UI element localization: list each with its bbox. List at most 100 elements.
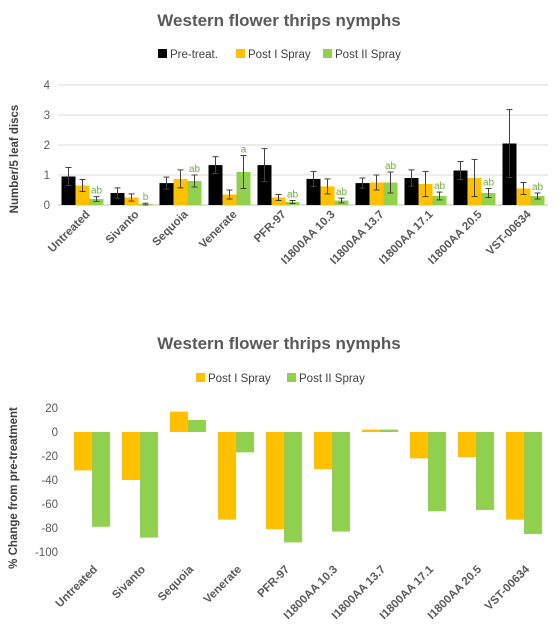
bar-pre-treat-untreated: [61, 176, 76, 205]
bar-post-i-spray-untreated: [74, 432, 92, 471]
bar-post-ii-spray-sivanto: [140, 432, 158, 538]
x-tick-label-pfr-97: PFR-97: [256, 564, 293, 601]
chart-2-bars: [74, 411, 542, 543]
bar-post-ii-spray-i1800aa-13-7: [383, 182, 398, 205]
chart-1-significance-letters: ab b ab a ab ab ab ab ab ab: [91, 145, 544, 204]
legend-swatch-post-1: [236, 49, 245, 58]
legend-label-post-1: Post I Spray: [208, 373, 271, 385]
bar-post-ii-spray-pfr-97: [284, 432, 302, 543]
chart-2-y-axis-title: % Change from pre-treatment: [8, 407, 20, 569]
chart-2-legend: Post I Spray Post II Spray: [196, 373, 365, 385]
bar-pre-treat-i1800aa-20-5: [453, 170, 468, 205]
bar-post-i-spray-i1800aa-13-7: [362, 429, 380, 432]
significance-letter-i1800aa-13-7: ab: [385, 161, 397, 172]
significance-letter-pfr-97: ab: [287, 190, 299, 201]
x-tick-label-venerate: Venerate: [202, 564, 244, 606]
significance-letter-untreated: ab: [91, 186, 103, 197]
bar-post-i-spray-sequoia: [170, 411, 188, 432]
bar-post-i-spray-vst-00634: [516, 188, 531, 205]
bar-post-i-spray-i1800aa-10-3: [314, 432, 332, 470]
bar-pre-treat-sivanto: [110, 193, 125, 205]
bar-pre-treat-i1800aa-17-1: [404, 178, 419, 205]
significance-letter-i1800aa-10-3: ab: [336, 187, 348, 198]
chart-1-y-axis-title: Number/5 leaf discs: [9, 105, 21, 214]
x-tick-label-vst-00634: VST-00634: [484, 208, 534, 258]
bar-post-ii-spray-i1800aa-20-5: [481, 193, 496, 205]
bar-pre-treat-i1800aa-13-7: [355, 183, 370, 205]
chart-1-category-labels: Untreated Sivanto Sequoia Venerate PFR-97I18…: [46, 208, 534, 267]
x-tick-label-sequoia: Sequoia: [151, 208, 192, 249]
bar-post-ii-spray-i1800aa-17-1: [432, 196, 447, 205]
x-tick-label-pfr-97: PFR-97: [252, 209, 289, 246]
bar-post-i-spray-venerate: [222, 194, 237, 205]
bar-post-i-spray-vst-00634: [506, 432, 524, 520]
significance-letter-i1800aa-17-1: ab: [434, 181, 446, 192]
y-tick-label: -60: [41, 499, 58, 511]
bar-post-ii-spray-sequoia: [187, 181, 202, 205]
significance-letter-i1800aa-20-5: ab: [483, 178, 495, 189]
y-tick-label: 0: [52, 427, 58, 439]
bar-post-ii-spray-i1800aa-13-7: [380, 429, 398, 432]
bar-post-i-spray-pfr-97: [271, 197, 286, 205]
y-tick-label: 2: [44, 140, 50, 152]
bar-post-ii-spray-vst-00634: [524, 432, 542, 534]
bar-post-ii-spray-vst-00634: [530, 196, 545, 205]
y-tick-label: 4: [44, 80, 51, 92]
y-tick-label: 1: [44, 170, 50, 182]
bar-post-i-spray-i1800aa-13-7: [369, 182, 384, 205]
x-tick-label-vst-00634: VST-00634: [483, 563, 533, 613]
bar-post-ii-spray-i1800aa-17-1: [428, 432, 446, 512]
legend-label-post-1: Post I Spray: [248, 49, 311, 61]
significance-letter-venerate: a: [241, 145, 247, 156]
chart-1-legend: Pre-treat. Post I Spray Post II Spray: [158, 49, 401, 61]
legend-swatch-post-2: [323, 49, 332, 58]
x-tick-label-sequoia: Sequoia: [156, 563, 197, 604]
x-tick-label-sivanto: Sivanto: [104, 209, 142, 247]
chart-1-y-ticks: 0 1 2 3 4: [44, 80, 51, 212]
bar-post-i-spray-pfr-97: [266, 432, 284, 530]
bar-pre-treat-pfr-97: [257, 165, 272, 205]
significance-letter-sequoia: ab: [189, 164, 201, 175]
bar-post-i-spray-i1800aa-10-3: [320, 186, 335, 205]
bar-post-i-spray-sivanto: [122, 432, 140, 480]
legend-swatch-post-2: [287, 373, 296, 382]
bar-post-ii-spray-untreated: [92, 432, 110, 527]
significance-letter-sivanto: b: [143, 192, 149, 203]
legend-label-pre-treat: Pre-treat.: [170, 49, 218, 61]
x-tick-label-venerate: Venerate: [197, 209, 239, 251]
y-tick-label: -80: [41, 523, 58, 535]
x-tick-label-sivanto: Sivanto: [110, 564, 148, 602]
bar-post-i-spray-untreated: [75, 185, 90, 205]
bar-post-i-spray-i1800aa-20-5: [458, 432, 476, 458]
bar-post-ii-spray-venerate: [236, 432, 254, 453]
chart-2-category-labels: Untreated Sivanto Sequoia Venerate PFR-97I18…: [54, 563, 533, 622]
bar-post-i-spray-i1800aa-17-1: [410, 432, 428, 459]
legend-swatch-pre-treat: [158, 49, 167, 58]
significance-letter-vst-00634: ab: [532, 182, 544, 193]
bar-post-i-spray-venerate: [218, 432, 236, 520]
bar-post-i-spray-sequoia: [173, 178, 188, 205]
y-tick-label: 3: [44, 110, 50, 122]
chart-1-bars: [61, 143, 545, 205]
y-tick-label: 20: [45, 403, 58, 415]
y-tick-label: 0: [44, 200, 50, 212]
bar-post-ii-spray-i1800aa-20-5: [476, 432, 494, 510]
x-tick-label-untreated: Untreated: [54, 564, 100, 610]
legend-swatch-post-1: [196, 373, 205, 382]
bar-pre-treat-i1800aa-10-3: [306, 178, 321, 205]
bar-post-ii-spray-i1800aa-10-3: [332, 432, 350, 532]
y-tick-label: -40: [41, 475, 58, 487]
bar-post-ii-spray-untreated: [89, 199, 104, 205]
y-tick-label: -100: [35, 547, 58, 559]
chart-1-title: Western flower thrips nymphs: [157, 11, 400, 30]
bar-pre-treat-venerate: [208, 165, 223, 205]
chart-2-y-ticks: 20 0 -20 -40 -60 -80 -100: [35, 403, 58, 559]
y-tick-label: -20: [41, 451, 58, 463]
legend-label-post-2: Post II Spray: [335, 49, 401, 61]
bar-post-ii-spray-sequoia: [188, 420, 206, 432]
chart-1-error-bars: [65, 109, 541, 206]
x-tick-label-untreated: Untreated: [46, 209, 92, 255]
chart-2-title: Western flower thrips nymphs: [157, 334, 400, 353]
